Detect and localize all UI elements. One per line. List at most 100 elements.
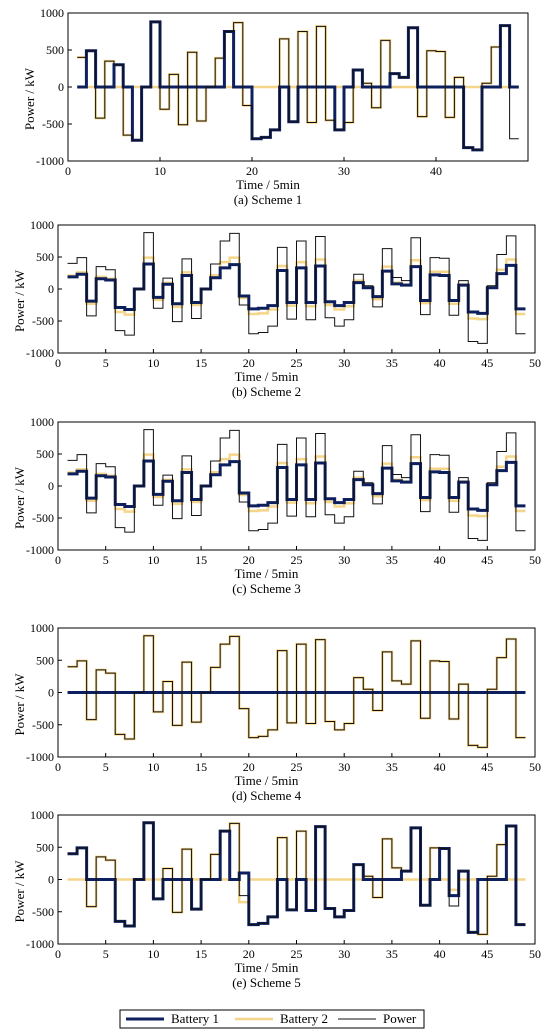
y-axis-label: Power / kW: [12, 860, 27, 923]
chart-panel-3: 0 5 10 15 20 25 30 35 40 45 50 1000 500 0 -500 -1000 Tim…: [12, 415, 541, 596]
chart-panel-5: 0 5 10 15 20 25 30 35 40 45 50 1000 500 0 -500 -1000 Tim…: [12, 808, 541, 990]
x-tick-label: 20: [246, 164, 258, 178]
x-tick-label: 25: [291, 947, 303, 961]
x-tick-label: 30: [338, 164, 350, 178]
panel-caption: (b) Scheme 2: [232, 384, 301, 399]
x-axis-label: Time / 5min: [236, 177, 300, 192]
x-tick-label: 25: [291, 760, 303, 774]
x-tick-label: 40: [434, 553, 446, 567]
x-tick-label: 20: [243, 760, 255, 774]
x-tick-label: 30: [338, 553, 350, 567]
x-tick-label: 50: [529, 947, 541, 961]
y-tick-label: -500: [32, 718, 54, 732]
y-tick-label: 0: [58, 80, 64, 94]
x-tick-label: 40: [430, 164, 442, 178]
x-tick-label: 30: [338, 760, 350, 774]
y-tick-label: -1000: [26, 937, 54, 951]
x-axis-label: Time / 5min: [235, 369, 299, 384]
y-tick-label: 500: [36, 840, 54, 854]
y-tick-label: 500: [36, 653, 54, 667]
y-tick-label: 1000: [30, 218, 54, 232]
x-tick-label: 15: [195, 760, 207, 774]
y-tick-label: -500: [32, 314, 54, 328]
series-power: [67, 822, 526, 935]
y-tick-label: -500: [32, 905, 54, 919]
x-tick-label: 15: [195, 553, 207, 567]
x-tick-label: 10: [154, 164, 166, 178]
x-tick-label: 5: [103, 553, 109, 567]
x-tick-label: 10: [147, 947, 159, 961]
x-tick-label: 40: [434, 760, 446, 774]
x-tick-label: 20: [243, 947, 255, 961]
y-tick-label: -500: [42, 117, 64, 131]
x-tick-label: 5: [103, 760, 109, 774]
panel-caption: (c) Scheme 3: [232, 581, 301, 596]
legend-label-power: Power: [383, 1011, 417, 1026]
y-axis-label: Power / kW: [12, 269, 27, 332]
y-tick-label: -1000: [26, 750, 54, 764]
x-tick-label: 25: [291, 553, 303, 567]
x-tick-label: 0: [55, 356, 61, 370]
chart-panel-1: 0 10 20 30 40 1000 500 0 -500 -1000 Time / 5min Pow…: [22, 6, 529, 207]
x-tick-label: 35: [386, 947, 398, 961]
x-tick-label: 30: [338, 947, 350, 961]
chart-panel-4: 0 5 10 15 20 25 30 35 40 45 50 1000 500 0 -500 -1000 Tim…: [12, 621, 541, 803]
x-tick-label: 5: [103, 947, 109, 961]
x-tick-label: 35: [386, 553, 398, 567]
x-tick-label: 0: [65, 164, 71, 178]
x-tick-label: 35: [386, 760, 398, 774]
series-power: [67, 635, 526, 748]
y-tick-label: 1000: [30, 621, 54, 635]
panel-caption: (d) Scheme 4: [232, 788, 302, 803]
x-tick-label: 50: [529, 356, 541, 370]
x-tick-label: 50: [529, 760, 541, 774]
x-tick-label: 50: [529, 553, 541, 567]
chart-panel-2: 0 5 10 15 20 25 30 35 40 45 50 1000 500 0 -500 -1000 Tim…: [12, 218, 541, 399]
x-tick-label: 5: [103, 356, 109, 370]
x-tick-label: 10: [147, 356, 159, 370]
y-axis-label: Power / kW: [12, 466, 27, 529]
y-axis-label: Power / kW: [22, 67, 37, 130]
y-tick-label: 500: [36, 250, 54, 264]
x-axis-label: Time / 5min: [235, 773, 299, 788]
x-tick-label: 15: [195, 947, 207, 961]
y-tick-label: 0: [48, 686, 54, 700]
y-tick-label: 0: [48, 479, 54, 493]
x-tick-label: 40: [434, 356, 446, 370]
x-tick-label: 40: [434, 947, 446, 961]
series-power: [67, 232, 526, 344]
x-tick-label: 0: [55, 553, 61, 567]
x-tick-label: 15: [195, 356, 207, 370]
y-axis-label: Power / kW: [12, 673, 27, 736]
y-tick-label: 1000: [30, 415, 54, 429]
x-tick-label: 30: [338, 356, 350, 370]
legend: Battery 1 Battery 2 Power: [119, 1009, 425, 1029]
y-tick-label: -1000: [26, 346, 54, 360]
legend-label-battery-2: Battery 2: [280, 1011, 328, 1026]
y-tick-label: -1000: [36, 154, 64, 168]
y-tick-label: -1000: [26, 543, 54, 557]
x-tick-label: 45: [481, 356, 493, 370]
legend-label-battery-1: Battery 1: [171, 1011, 219, 1026]
x-tick-label: 45: [481, 760, 493, 774]
panel-caption: (e) Scheme 5: [232, 975, 301, 990]
x-tick-label: 45: [481, 947, 493, 961]
y-tick-label: 500: [46, 43, 64, 57]
y-tick-label: 1000: [30, 808, 54, 822]
y-tick-label: 0: [48, 873, 54, 887]
x-tick-label: 0: [55, 760, 61, 774]
x-axis-label: Time / 5min: [235, 566, 299, 581]
y-tick-label: -500: [32, 511, 54, 525]
y-tick-label: 500: [36, 447, 54, 461]
x-tick-label: 10: [147, 553, 159, 567]
series-power: [77, 21, 519, 151]
x-axis-label: Time / 5min: [235, 960, 299, 975]
x-tick-label: 45: [481, 553, 493, 567]
panel-caption: (a) Scheme 1: [234, 192, 303, 207]
x-tick-label: 20: [243, 553, 255, 567]
y-tick-label: 0: [48, 282, 54, 296]
series-power: [67, 429, 526, 541]
x-tick-label: 10: [147, 760, 159, 774]
y-tick-label: 1000: [40, 6, 64, 20]
